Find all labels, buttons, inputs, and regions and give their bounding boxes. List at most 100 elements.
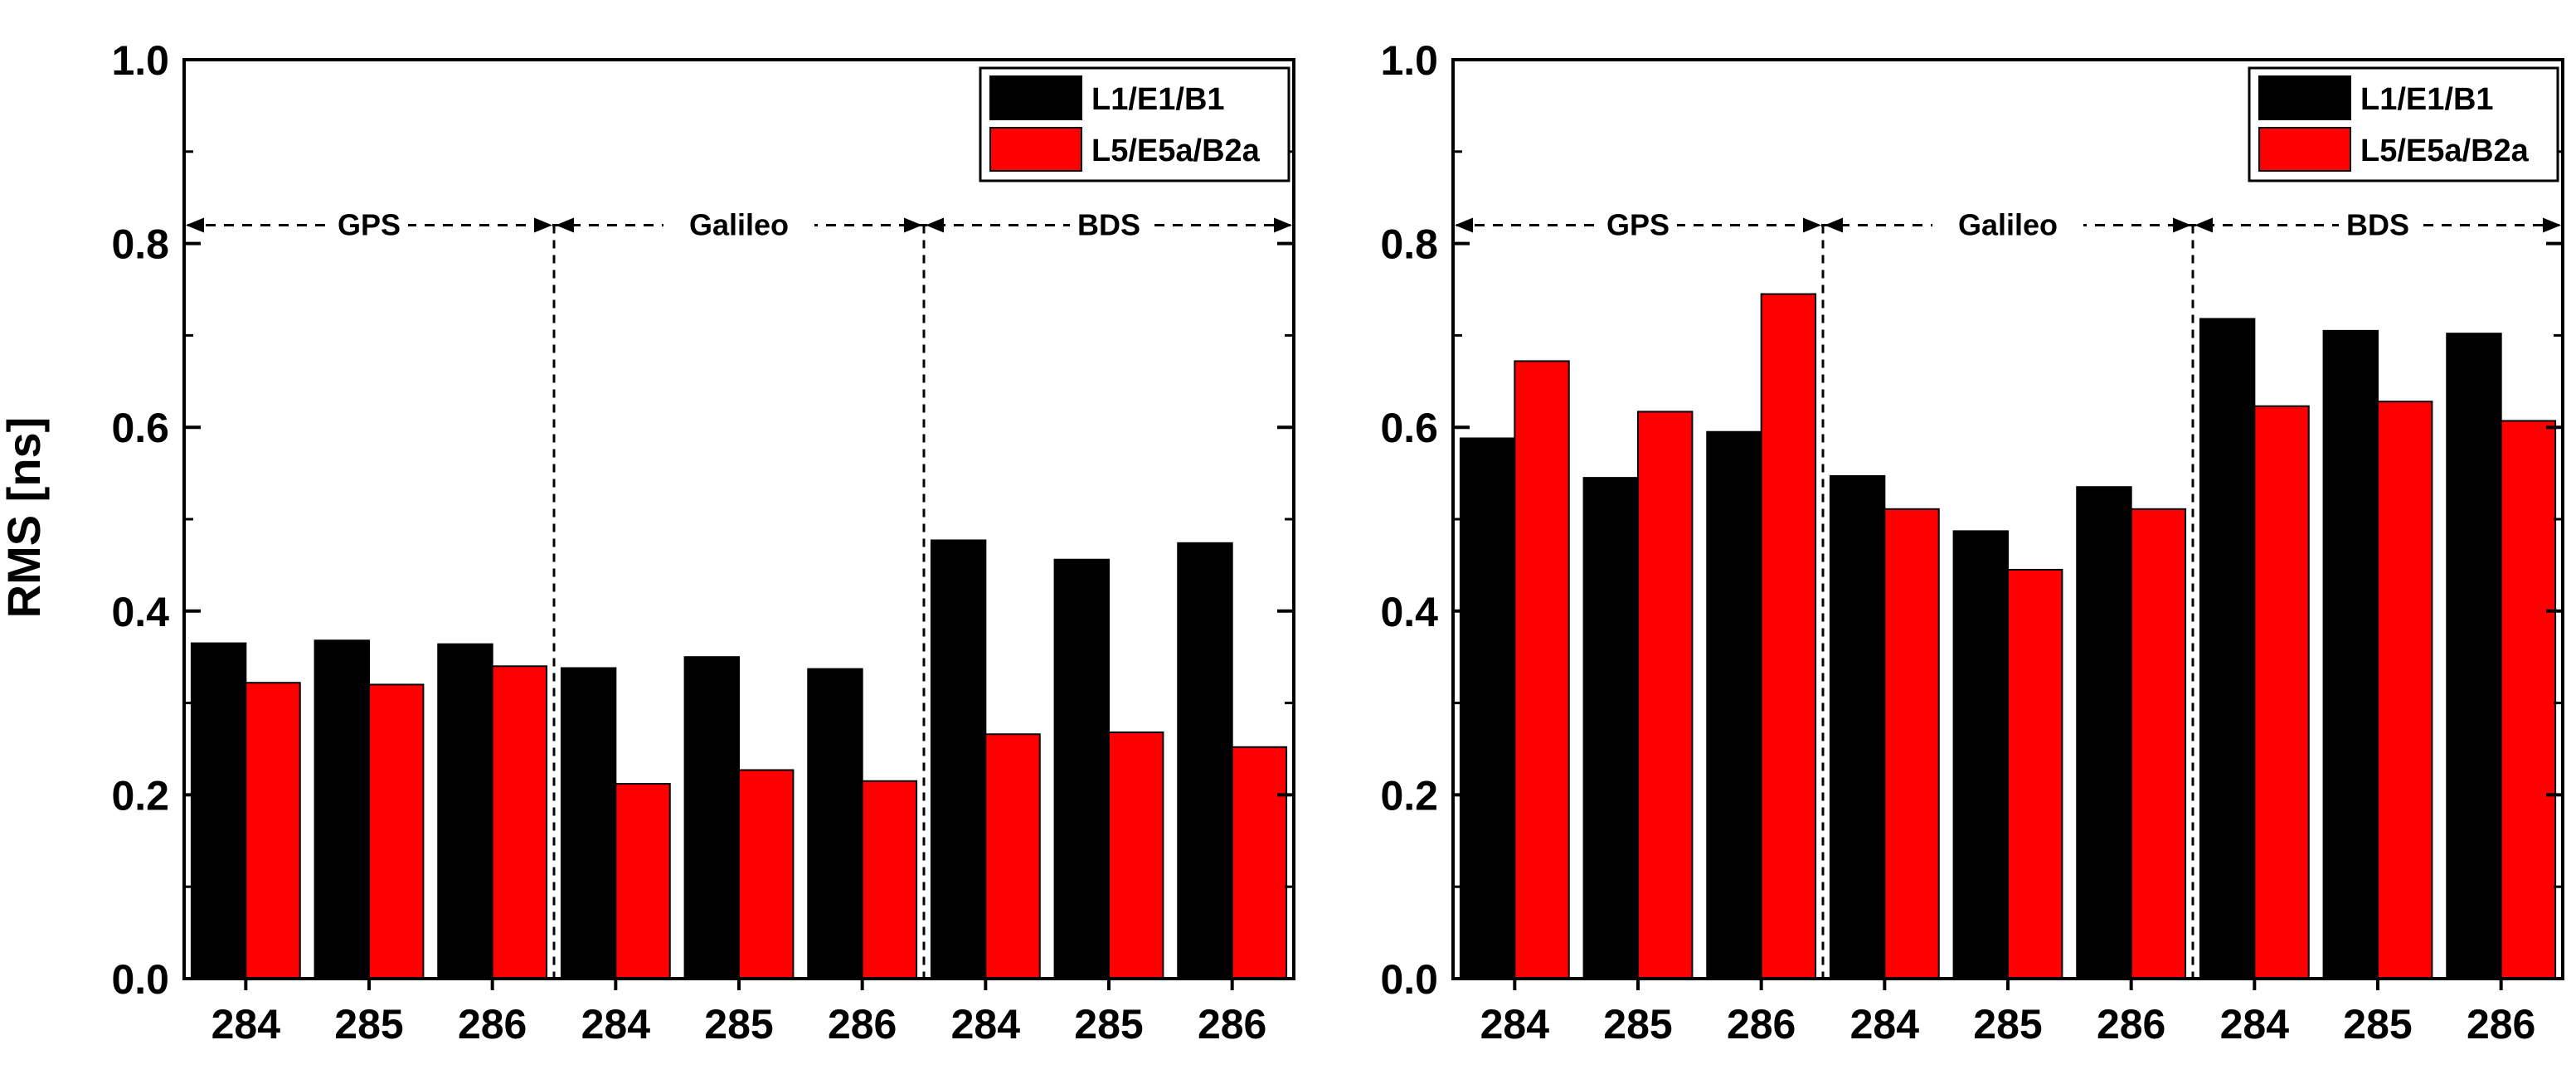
group-label-gps: GPS <box>1606 207 1670 241</box>
x-tick-label: 284 <box>581 1001 651 1047</box>
x-tick-label: 284 <box>1480 1001 1550 1047</box>
x-tick-label: 285 <box>1074 1001 1143 1047</box>
x-tick-label: 284 <box>2220 1001 2290 1047</box>
x-tick-label: 286 <box>1727 1001 1796 1047</box>
bar-l5-e5a-b2a-7 <box>2377 401 2433 979</box>
bar-l5-e5a-b2a-5 <box>861 780 918 980</box>
bar-l5-e5a-b2a-1 <box>1637 411 1694 979</box>
legend-label: L5/E5a/B2a <box>2360 134 2530 168</box>
arrowhead-icon <box>186 217 204 233</box>
x-tick-label: 286 <box>2467 1001 2535 1047</box>
arrowhead-icon <box>2543 217 2561 233</box>
group-label-bds: BDS <box>1077 207 1140 241</box>
arrowhead-icon <box>2173 217 2191 233</box>
legend-swatch <box>2258 75 2351 120</box>
group-label-bg <box>663 203 814 241</box>
bar-l1-e1-b1-7 <box>1053 558 1110 979</box>
group-label-bg <box>1070 203 1148 241</box>
bar-l1-e1-b1-5 <box>2076 486 2132 979</box>
bar-l1-e1-b1-8 <box>2446 333 2502 979</box>
bar-l1-e1-b1-4 <box>683 656 740 979</box>
bar-l5-e5a-b2a-7 <box>1108 731 1164 980</box>
bar-l1-e1-b1-1 <box>313 639 370 979</box>
x-tick-label: 286 <box>458 1001 527 1047</box>
arrowhead-icon <box>2194 217 2213 233</box>
bar-l1-e1-b1-0 <box>190 642 247 980</box>
arrowhead-icon <box>556 217 574 233</box>
bar-l5-e5a-b2a-4 <box>2007 568 2063 979</box>
bar-l5-e5a-b2a-0 <box>245 682 301 979</box>
bar-l1-e1-b1-0 <box>1459 437 1516 979</box>
bar-l5-e5a-b2a-3 <box>1883 508 1940 979</box>
bar-l5-e5a-b2a-3 <box>615 783 671 979</box>
y-tick-label: 0.8 <box>1380 221 1438 268</box>
group-label-galileo: Galileo <box>689 207 789 241</box>
bar-l5-e5a-b2a-2 <box>1760 293 1817 980</box>
bar-l5-e5a-b2a-5 <box>2130 508 2187 979</box>
y-tick-label: 0.4 <box>111 589 169 635</box>
y-tick-label: 1.0 <box>1380 37 1438 84</box>
arrowhead-icon <box>534 217 552 233</box>
bar-l1-e1-b1-3 <box>560 667 617 979</box>
group-label-bg <box>1932 203 2083 241</box>
bar-l5-e5a-b2a-2 <box>491 665 548 980</box>
y-tick-label: 0.0 <box>1380 956 1438 1003</box>
x-tick-label: 285 <box>2343 1001 2412 1047</box>
x-tick-label: 285 <box>704 1001 773 1047</box>
bar-l1-e1-b1-1 <box>1582 477 1639 979</box>
arrowhead-icon <box>1274 217 1292 233</box>
group-label-galileo: Galileo <box>1958 207 2058 241</box>
arrowhead-icon <box>904 217 922 233</box>
x-tick-label: 284 <box>951 1001 1021 1047</box>
legend-swatch <box>989 127 1082 172</box>
x-tick-label: 284 <box>1850 1001 1920 1047</box>
group-label-bg <box>330 203 408 241</box>
arrowhead-icon <box>1803 217 1821 233</box>
bar-l1-e1-b1-3 <box>1829 474 1886 979</box>
bar-l1-e1-b1-8 <box>1177 542 1233 979</box>
x-tick-label: 286 <box>1198 1001 1266 1047</box>
bar-l5-e5a-b2a-0 <box>1514 360 1570 979</box>
y-tick-label: 0.4 <box>1380 589 1438 635</box>
bar-l5-e5a-b2a-8 <box>2500 420 2557 980</box>
left-chart: GPS Galileo BDS 0.0 0.2 0.4 0.6 0.8 1.0 284 285 286… <box>111 37 1295 1047</box>
y-axis-label: RMS [ns] <box>0 417 50 619</box>
bar-l1-e1-b1-5 <box>807 668 863 979</box>
group-label-bg <box>2339 203 2417 241</box>
group-label-bg <box>1599 203 1677 241</box>
group-label-gps: GPS <box>338 207 401 241</box>
bar-l5-e5a-b2a-6 <box>984 733 1041 979</box>
bar-l5-e5a-b2a-1 <box>368 683 425 979</box>
legend-label: L1/E1/B1 <box>2360 82 2494 117</box>
y-tick-label: 0.8 <box>111 221 169 268</box>
bar-l1-e1-b1-6 <box>930 539 987 979</box>
y-tick-label: 1.0 <box>111 37 169 84</box>
legend-label: L1/E1/B1 <box>1091 82 1225 117</box>
x-tick-label: 285 <box>334 1001 403 1047</box>
legend-swatch <box>989 75 1082 120</box>
y-tick-label: 0.6 <box>111 405 169 451</box>
legend-swatch <box>2258 127 2351 172</box>
x-tick-label: 284 <box>211 1001 281 1047</box>
x-tick-label: 286 <box>828 1001 897 1047</box>
legend-label: L5/E5a/B2a <box>1091 134 1261 168</box>
x-tick-label: 285 <box>1973 1001 2042 1047</box>
arrowhead-icon <box>1825 217 1843 233</box>
bar-l5-e5a-b2a-4 <box>738 769 795 980</box>
y-tick-label: 0.2 <box>111 772 169 819</box>
bar-l1-e1-b1-2 <box>1706 430 1762 979</box>
y-tick-label: 0.0 <box>111 956 169 1003</box>
x-tick-label: 285 <box>1603 1001 1672 1047</box>
bar-l1-e1-b1-6 <box>2199 318 2256 979</box>
y-tick-label: 0.2 <box>1380 772 1438 819</box>
y-tick-label: 0.6 <box>1380 405 1438 451</box>
bar-l1-e1-b1-2 <box>437 643 493 979</box>
bar-l1-e1-b1-7 <box>2322 329 2379 979</box>
bar-l5-e5a-b2a-8 <box>1231 746 1288 979</box>
arrowhead-icon <box>1455 217 1473 233</box>
x-tick-label: 286 <box>2097 1001 2165 1047</box>
right-chart: GPS Galileo BDS 0.0 0.2 0.4 0.6 0.8 1.0 284 285 286… <box>1380 37 2564 1047</box>
bar-l5-e5a-b2a-6 <box>2253 405 2310 979</box>
bar-l1-e1-b1-4 <box>1952 530 2009 979</box>
